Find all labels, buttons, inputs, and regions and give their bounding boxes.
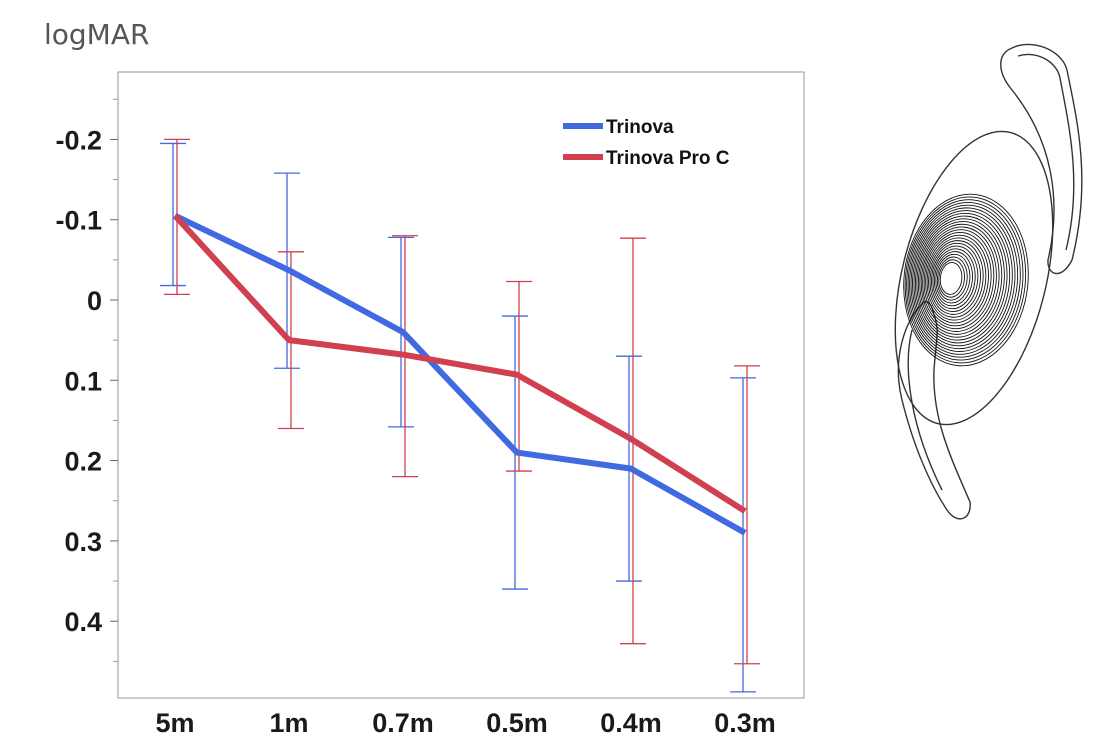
y-tick-label: 0.3 — [64, 527, 102, 557]
x-tick-label: 0.7m — [372, 708, 434, 738]
optic-ring — [913, 212, 1011, 347]
optic-ring — [923, 231, 992, 327]
x-tick-label: 0.3m — [714, 708, 776, 738]
optic-ring — [919, 223, 1000, 335]
upper-haptic — [1000, 43, 1083, 275]
y-tick-label: 0.2 — [64, 447, 102, 477]
y-tick-label: -0.2 — [55, 125, 102, 155]
series-line-trinova — [173, 212, 747, 536]
intraocular-lens-drawing — [894, 43, 1083, 520]
y-tick-labels: -0.2 -0.1 0 0.1 0.2 0.3 0.4 — [55, 125, 102, 637]
optic-ring — [907, 201, 1021, 358]
x-tick-labels: 5m 1m 0.7m 0.5m 0.4m 0.3m — [155, 708, 775, 738]
legend-label-trinova-pro-c: Trinova Pro C — [606, 148, 730, 169]
optic-ring — [928, 240, 984, 318]
optic-ring — [931, 245, 979, 312]
optic-ring — [906, 199, 1024, 361]
y-axis-title: logMAR — [44, 18, 150, 51]
y-tick-label: 0.4 — [64, 607, 102, 637]
optic-ring — [904, 196, 1027, 364]
x-tick-label: 0.5m — [486, 708, 548, 738]
optic-ring — [912, 210, 1013, 350]
series-line-trinova-pro-c — [172, 213, 747, 514]
series-layer — [160, 138, 760, 693]
y-tick-label: 0.1 — [64, 366, 102, 396]
optic-rim — [894, 130, 1054, 426]
optic-rings — [903, 193, 1029, 367]
legend-label-trinova: Trinova — [606, 117, 674, 138]
y-tick-label: -0.1 — [55, 206, 102, 236]
optic-ring — [925, 234, 989, 324]
optic-ring — [932, 248, 976, 310]
x-tick-label: 1m — [269, 708, 308, 738]
optic-ring — [917, 221, 1003, 338]
x-tick-label: 0.4m — [600, 708, 662, 738]
y-tick-label: 0 — [87, 286, 102, 316]
optic-ring — [916, 218, 1005, 341]
optic-ring — [914, 215, 1008, 344]
optic-ring — [938, 259, 966, 298]
optic-ring — [910, 207, 1016, 352]
optic-ring — [939, 262, 963, 295]
legend: Trinova Trinova Pro C — [563, 117, 730, 169]
optic-ring — [909, 204, 1019, 355]
optic-ring — [929, 242, 981, 315]
optic-ring — [920, 226, 997, 332]
minor-ticks — [113, 98, 118, 662]
optic-ring — [936, 256, 968, 301]
optic-ring — [933, 251, 973, 307]
optic-ring — [903, 193, 1029, 367]
optic-ring — [922, 229, 995, 330]
major-ticks — [110, 138, 118, 622]
optic-ring — [935, 253, 971, 304]
optic-ring — [926, 237, 987, 321]
plot-frame — [117, 71, 805, 699]
x-tick-label: 5m — [155, 708, 194, 738]
